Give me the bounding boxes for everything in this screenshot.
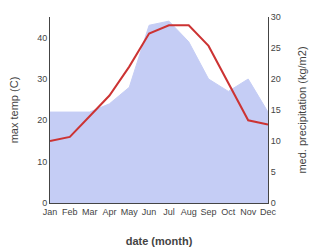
svg-text:Jul: Jul xyxy=(163,207,175,217)
svg-text:30: 30 xyxy=(37,74,47,84)
svg-text:10: 10 xyxy=(37,157,47,167)
svg-text:20: 20 xyxy=(37,115,47,125)
svg-text:40: 40 xyxy=(37,33,47,43)
svg-text:med. precipitation (kg/m2): med. precipitation (kg/m2) xyxy=(296,46,308,173)
svg-text:date (month): date (month) xyxy=(126,235,193,247)
svg-text:Feb: Feb xyxy=(62,207,78,217)
svg-text:max temp (C): max temp (C) xyxy=(8,77,20,144)
svg-text:Aug: Aug xyxy=(181,207,197,217)
svg-text:Oct: Oct xyxy=(221,207,236,217)
svg-text:30: 30 xyxy=(271,12,281,22)
svg-text:Jan: Jan xyxy=(43,207,58,217)
svg-text:0: 0 xyxy=(271,198,276,208)
svg-text:5: 5 xyxy=(271,167,276,177)
svg-text:10: 10 xyxy=(271,136,281,146)
svg-text:20: 20 xyxy=(271,74,281,84)
svg-text:Sep: Sep xyxy=(201,207,217,217)
svg-text:Dec: Dec xyxy=(260,207,277,217)
svg-text:Mar: Mar xyxy=(82,207,98,217)
svg-text:15: 15 xyxy=(271,105,281,115)
svg-text:Apr: Apr xyxy=(102,207,116,217)
svg-text:0: 0 xyxy=(42,198,47,208)
svg-text:25: 25 xyxy=(271,43,281,53)
svg-text:Jun: Jun xyxy=(142,207,157,217)
svg-text:May: May xyxy=(121,207,139,217)
svg-text:Nov: Nov xyxy=(240,207,257,217)
